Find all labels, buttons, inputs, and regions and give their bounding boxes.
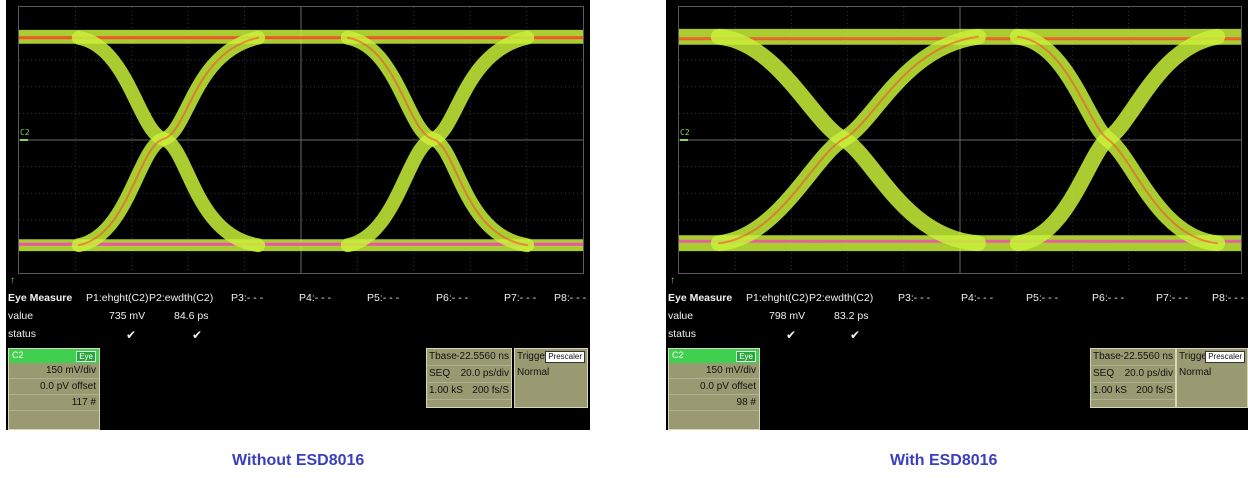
param-p1[interactable]: P1:ehght(C2)	[746, 292, 809, 304]
timebase-mode: SEQ	[1093, 368, 1115, 379]
caption-with-esd: With ESD8016	[890, 452, 998, 469]
param-p4[interactable]: P4:- - -	[961, 292, 994, 304]
trigger-descriptor[interactable]: Trigger Prescaler Normal	[514, 348, 588, 408]
trigger-label: Trigger	[1179, 351, 1211, 362]
value-p2: 83.2 ps	[834, 310, 869, 322]
param-p1[interactable]: P1:ehght(C2)	[86, 292, 149, 304]
timebase-samples: 1.00 kS	[429, 385, 463, 396]
channel-count: 117 #	[9, 395, 99, 411]
timebase-resolution: 200 fs/S	[472, 385, 509, 396]
channel-tag: Eye	[76, 351, 96, 362]
status-label: status	[8, 328, 37, 340]
channel-tag: Eye	[736, 351, 756, 362]
value-p2: 84.6 ps	[174, 310, 209, 322]
trigger-mode: Normal	[1179, 367, 1212, 378]
timebase-label: Tbase	[429, 351, 457, 362]
channel-c2-descriptor[interactable]: C2 Eye 150 mV/div 0.0 pV offset 117 #	[8, 348, 100, 430]
eye-diagram-traces	[19, 7, 583, 273]
timebase-rate: 20.0 ps/div	[1124, 368, 1173, 379]
status-check-icon: ✔	[786, 328, 797, 342]
prescaler-badge: Prescaler	[545, 351, 585, 363]
param-p3[interactable]: P3:- - -	[231, 292, 264, 304]
param-p7[interactable]: P7:- - -	[1156, 292, 1189, 304]
timebase-resolution: 200 fs/S	[1136, 385, 1173, 396]
param-p5[interactable]: P5:- - -	[1026, 292, 1059, 304]
channel-offset: 0.0 pV offset	[669, 379, 759, 395]
status-check-icon: ✔	[192, 328, 203, 342]
scope-screen-without-esd: C2 ↑ Eye Measure P1:ehght(C2) P2:ewdth(C…	[6, 0, 590, 430]
eye-diagram-plot: C2	[18, 6, 584, 274]
param-p2[interactable]: P2:ewdth(C2)	[809, 292, 874, 304]
param-p8[interactable]: P8:- - -	[554, 292, 587, 304]
timebase-mode: SEQ	[429, 368, 451, 379]
trigger-arrow-icon: ↑	[670, 275, 675, 286]
value-label: value	[8, 310, 34, 322]
trigger-mode: Normal	[517, 367, 550, 378]
prescaler-badge: Prescaler	[1205, 351, 1245, 363]
param-p3[interactable]: P3:- - -	[898, 292, 931, 304]
measure-title: Eye Measure	[8, 292, 73, 304]
channel-scale: 150 mV/div	[9, 363, 99, 379]
trigger-arrow-icon: ↑	[10, 275, 15, 286]
value-p1: 735 mV	[109, 310, 146, 322]
channel-name: C2	[12, 350, 24, 360]
measure-title: Eye Measure	[668, 292, 733, 304]
trigger-descriptor[interactable]: Trigger Prescaler Normal	[1176, 348, 1248, 408]
param-p4[interactable]: P4:- - -	[299, 292, 332, 304]
param-p5[interactable]: P5:- - -	[367, 292, 400, 304]
timebase-descriptor[interactable]: Tbase -22.5560 ns SEQ 20.0 ps/div 1.00 kS 2…	[1090, 348, 1176, 408]
timebase-delay: -22.5560 ns	[1120, 351, 1173, 362]
scope-screen-with-esd: C2 ↑ Eye Measure P1:ehght(C2) P2:ewdth(C…	[666, 0, 1248, 430]
status-check-icon: ✔	[126, 328, 137, 342]
value-p1: 798 mV	[769, 310, 806, 322]
param-p2[interactable]: P2:ewdth(C2)	[149, 292, 214, 304]
eye-diagram-traces	[679, 7, 1241, 273]
value-label: value	[668, 310, 694, 322]
channel-scale: 150 mV/div	[669, 363, 759, 379]
channel-c2-marker: C2	[680, 129, 690, 141]
status-label: status	[668, 328, 697, 340]
trigger-label: Trigger	[517, 351, 549, 362]
param-p6[interactable]: P6:- - -	[1092, 292, 1125, 304]
eye-diagram-plot: C2	[678, 6, 1242, 274]
channel-c2-descriptor[interactable]: C2 Eye 150 mV/div 0.0 pV offset 98 #	[668, 348, 760, 430]
status-check-icon: ✔	[850, 328, 861, 342]
channel-count: 98 #	[669, 395, 759, 411]
param-p6[interactable]: P6:- - -	[436, 292, 469, 304]
channel-offset: 0.0 pV offset	[9, 379, 99, 395]
timebase-label: Tbase	[1093, 351, 1121, 362]
channel-name: C2	[672, 350, 684, 360]
param-p7[interactable]: P7:- - -	[504, 292, 537, 304]
timebase-samples: 1.00 kS	[1093, 385, 1127, 396]
timebase-delay: -22.5560 ns	[456, 351, 509, 362]
channel-c2-marker: C2	[20, 129, 30, 141]
caption-without-esd: Without ESD8016	[232, 452, 365, 469]
timebase-descriptor[interactable]: Tbase -22.5560 ns SEQ 20.0 ps/div 1.00 kS 2…	[426, 348, 512, 408]
timebase-rate: 20.0 ps/div	[460, 368, 509, 379]
param-p8[interactable]: P8:- - -	[1212, 292, 1245, 304]
